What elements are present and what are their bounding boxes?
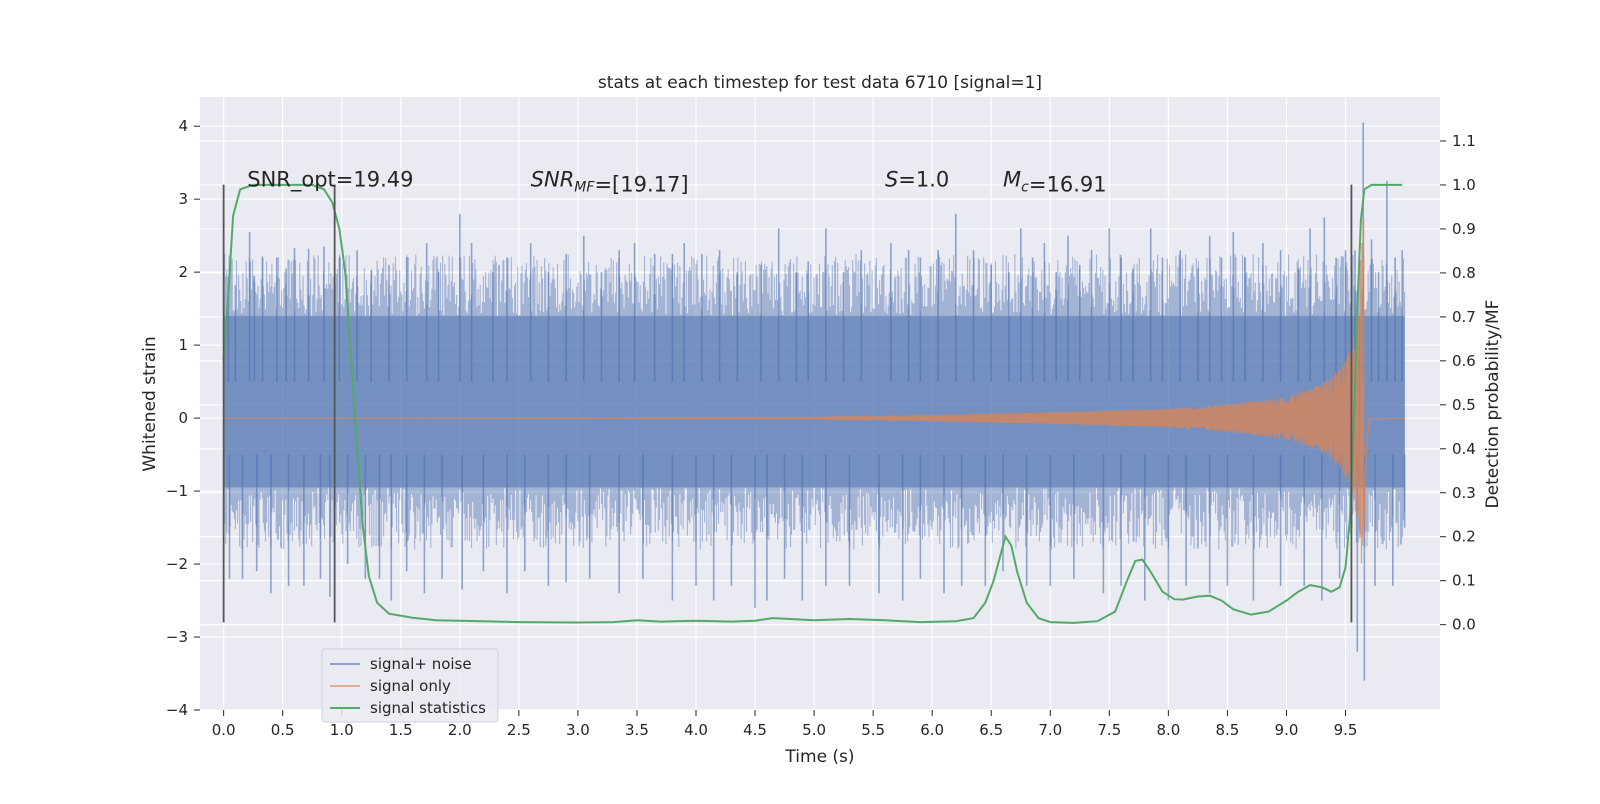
y-tick-label: 2	[178, 263, 188, 281]
annotation-part: =1.0	[898, 168, 949, 192]
x-tick-label: 7.0	[1038, 721, 1062, 739]
annotation-part: M	[1003, 168, 1021, 192]
legend: signal+ noise signal only signal statistic…	[321, 648, 499, 723]
annotation-text: SNRMF=[19.17]	[531, 168, 689, 197]
annotation-part: =[19.17]	[594, 173, 688, 197]
series-signal-plus-noise	[223, 122, 1406, 681]
y2-tick-label: 0.9	[1452, 220, 1476, 238]
x-tick-label: 1.5	[389, 721, 413, 739]
x-tick-label: 9.5	[1334, 721, 1358, 739]
y2-tick-label: 0.8	[1452, 264, 1476, 282]
y2-tick-label: 0.7	[1452, 308, 1476, 326]
legend-label: signal+ noise	[370, 655, 472, 673]
x-tick-label: 6.0	[920, 721, 944, 739]
x-tick-label: 7.5	[1097, 721, 1121, 739]
legend-label: signal statistics	[370, 699, 486, 717]
y2-tick-label: 0.4	[1452, 440, 1476, 458]
noise-core-band	[223, 315, 1405, 488]
x-tick-label: 5.0	[802, 721, 826, 739]
y2-tick-label: 0.3	[1452, 484, 1476, 502]
y-axis-label: Whitened strain	[140, 336, 160, 471]
y2-tick-label: 0.6	[1452, 352, 1476, 370]
x-tick-label: 2.5	[507, 721, 531, 739]
legend-box	[321, 648, 499, 723]
y2-axis-label: Detection probability/MF	[1483, 300, 1503, 509]
y-tick-label: −3	[166, 628, 188, 646]
annotation-text: S=1.0	[885, 168, 949, 192]
y-tick-label: 3	[178, 190, 188, 208]
x-tick-label: 8.5	[1215, 721, 1239, 739]
y-tick-label: −2	[166, 555, 188, 573]
y2-tick-label: 0.0	[1452, 616, 1476, 634]
x-tick-label: 0.5	[271, 721, 295, 739]
x-tick-label: 4.0	[684, 721, 708, 739]
annotation-part: c	[1021, 180, 1029, 196]
y2-tick-label: 0.5	[1452, 396, 1476, 414]
x-tick-label: 9.0	[1275, 721, 1299, 739]
y-tick-label: 1	[178, 336, 188, 354]
annotation-part: =16.91	[1029, 173, 1107, 197]
annotation-part: SNR_opt=19.49	[247, 168, 413, 193]
series-layer	[222, 122, 1406, 681]
ticks: 0.0 0.5 1.0 1.5 2.0 2.5 3.0 3.5 4.0 4.5 5.0 5.5 6.0 6…	[166, 117, 1476, 739]
x-tick-label: 1.0	[330, 721, 354, 739]
x-tick-label: 5.5	[861, 721, 885, 739]
y2-tick-label: 0.2	[1452, 528, 1476, 546]
x-tick-label: 0.0	[212, 721, 236, 739]
series-signal-statistics	[222, 183, 1403, 624]
x-tick-label: 8.0	[1156, 721, 1180, 739]
noise-peaks	[227, 122, 1406, 681]
x-tick-label: 3.0	[566, 721, 590, 739]
y2-tick-label: 1.1	[1452, 132, 1476, 150]
annotation-part: MF	[574, 180, 595, 196]
y2-tick-label: 0.1	[1452, 572, 1476, 590]
chart-title: stats at each timestep for test data 671…	[598, 73, 1042, 93]
legend-label: signal only	[370, 677, 451, 695]
annotation-part: SNR	[531, 168, 575, 192]
y-tick-label: −4	[166, 701, 188, 719]
annotations: SNR_opt=19.49 SNRMF=[19.17] S=1.0 Mc=16.91	[222, 168, 1353, 623]
y-tick-label: 4	[178, 117, 188, 135]
y2-tick-label: 1.0	[1452, 176, 1476, 194]
x-axis-label: Time (s)	[784, 747, 854, 767]
annotation-text: SNR_opt=19.49	[247, 168, 413, 193]
x-tick-label: 2.0	[448, 721, 472, 739]
series-signal-only	[223, 217, 1405, 564]
y-tick-label: −1	[166, 482, 188, 500]
annotation-part: S	[885, 168, 898, 192]
x-tick-label: 4.5	[743, 721, 767, 739]
x-tick-label: 6.5	[979, 721, 1003, 739]
x-tick-label: 3.5	[625, 721, 649, 739]
annotation-text: Mc=16.91	[1003, 168, 1107, 197]
y-tick-label: 0	[178, 409, 188, 427]
